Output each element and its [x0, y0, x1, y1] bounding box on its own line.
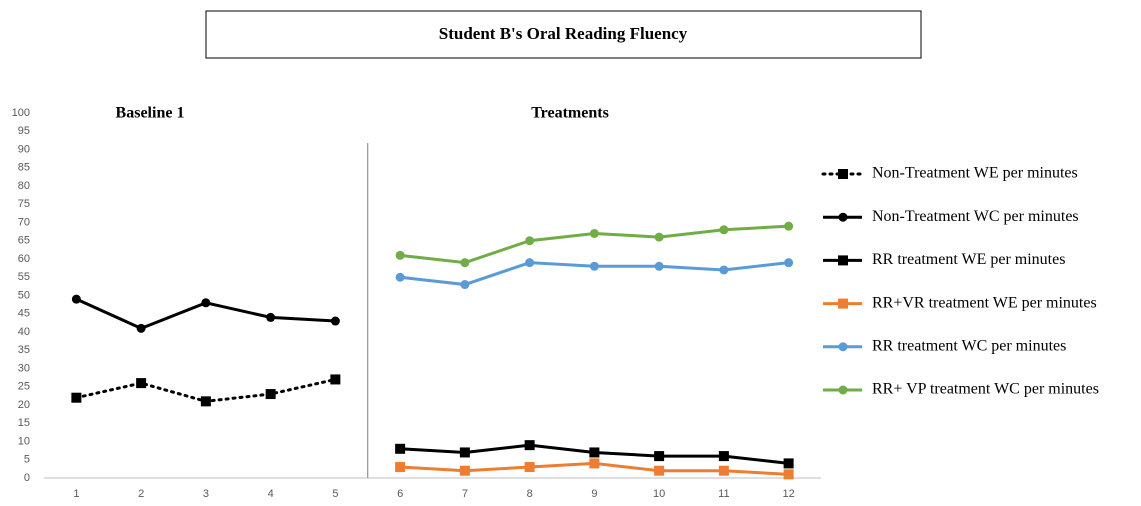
legend-label: RR+VR treatment WE per minutes: [872, 294, 1097, 311]
legend-label: RR+ VP treatment WC per minutes: [872, 381, 1099, 398]
marker: [395, 272, 405, 282]
legend-swatch-marker: [838, 169, 848, 179]
marker: [654, 261, 664, 271]
marker: [460, 258, 470, 268]
x-tick-label: 9: [591, 488, 597, 500]
y-tick-label: 60: [18, 253, 30, 265]
title-box: [205, 10, 922, 59]
y-tick-label: 90: [18, 143, 30, 155]
y-tick-label: 30: [18, 362, 30, 374]
legend-swatch-marker: [838, 212, 848, 222]
marker: [395, 462, 406, 473]
y-tick-label: 80: [18, 180, 30, 192]
y-tick-label: 95: [18, 125, 30, 137]
y-tick-label: 40: [18, 326, 30, 338]
y-tick-label: 25: [18, 381, 30, 393]
marker: [330, 316, 340, 326]
y-tick-label: 70: [18, 216, 30, 228]
marker: [525, 258, 535, 268]
legend-swatch-marker: [838, 255, 848, 266]
marker: [395, 443, 406, 454]
x-tick-label: 4: [268, 488, 274, 500]
y-tick-label: 45: [18, 308, 30, 320]
x-tick-label: 6: [397, 488, 403, 500]
marker: [330, 374, 341, 385]
y-tick-label: 35: [18, 344, 30, 356]
y-tick-label: 10: [18, 435, 30, 447]
marker: [524, 462, 535, 473]
x-tick-label: 2: [138, 488, 144, 500]
marker: [460, 280, 470, 290]
y-tick-label: 15: [18, 417, 30, 429]
marker: [459, 447, 470, 458]
marker: [589, 447, 600, 458]
marker: [71, 392, 82, 403]
legend-swatch-marker: [838, 342, 848, 352]
legend-label: Non-Treatment WC per minutes: [872, 208, 1079, 225]
x-tick-label: 8: [527, 488, 533, 500]
legend-label: RR treatment WC per minutes: [872, 337, 1066, 354]
y-tick-label: 100: [12, 107, 30, 119]
marker: [718, 465, 729, 476]
marker: [783, 458, 794, 469]
marker: [589, 261, 599, 271]
marker: [266, 312, 276, 322]
y-tick-label: 0: [24, 472, 30, 484]
marker: [71, 294, 81, 304]
legend-label: Non-Treatment WE per minutes: [872, 165, 1078, 182]
x-tick-label: 3: [203, 488, 209, 500]
marker: [136, 323, 146, 333]
legend-label: RR treatment WE per minutes: [872, 251, 1065, 268]
marker: [525, 236, 535, 246]
marker: [719, 225, 729, 235]
marker: [654, 465, 665, 476]
y-tick-label: 55: [18, 271, 30, 283]
marker: [395, 250, 405, 260]
y-tick-label: 75: [18, 198, 30, 210]
marker: [136, 378, 147, 389]
x-tick-label: 7: [462, 488, 468, 500]
x-tick-label: 12: [783, 488, 795, 500]
marker: [784, 221, 794, 231]
annotation: Treatments: [531, 105, 609, 122]
marker: [589, 458, 600, 469]
y-tick-label: 50: [18, 289, 30, 301]
marker: [718, 451, 729, 462]
annotation: Baseline 1: [116, 105, 185, 122]
marker: [201, 298, 211, 308]
marker: [783, 469, 794, 480]
marker: [524, 440, 535, 451]
y-tick-label: 5: [24, 454, 30, 466]
chart-title: Student B's Oral Reading Fluency: [439, 24, 688, 43]
marker: [654, 232, 664, 242]
x-tick-label: 10: [653, 488, 665, 500]
marker: [459, 465, 470, 476]
marker: [719, 265, 729, 275]
x-tick-label: 11: [718, 488, 729, 500]
legend-swatch-marker: [838, 385, 848, 395]
y-tick-label: 20: [18, 399, 30, 411]
y-tick-label: 85: [18, 162, 30, 174]
marker: [784, 258, 794, 268]
x-tick-label: 5: [332, 488, 338, 500]
y-tick-label: 65: [18, 235, 30, 247]
marker: [589, 228, 599, 238]
marker: [654, 451, 665, 462]
x-tick-label: 1: [73, 488, 79, 500]
marker: [200, 396, 211, 407]
legend-swatch-marker: [838, 298, 848, 309]
marker: [265, 389, 276, 400]
